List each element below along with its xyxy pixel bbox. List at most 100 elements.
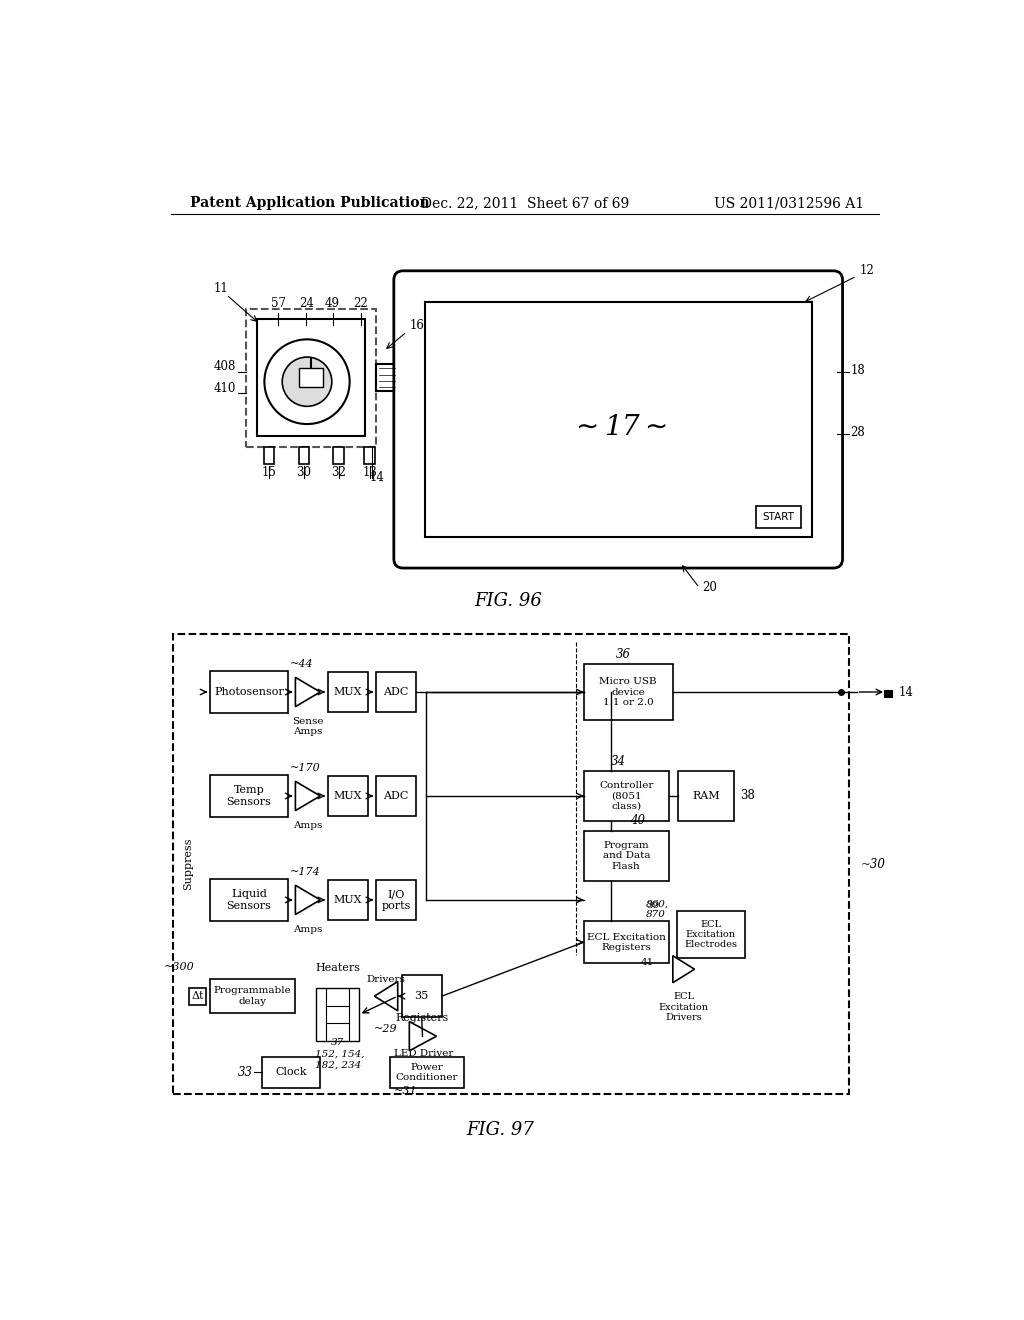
- Text: 152, 154,
182, 234: 152, 154, 182, 234: [314, 1051, 365, 1069]
- Text: 408: 408: [214, 360, 237, 374]
- Bar: [210, 979, 295, 1014]
- Text: 57: 57: [271, 297, 286, 310]
- Text: ~29: ~29: [374, 1024, 397, 1035]
- Bar: [263, 447, 274, 465]
- Text: FIG. 97: FIG. 97: [466, 1121, 534, 1139]
- Text: 24: 24: [299, 297, 313, 310]
- Bar: [299, 447, 309, 465]
- Bar: [376, 776, 417, 816]
- Text: ~44: ~44: [290, 659, 313, 669]
- Text: Dec. 22, 2011  Sheet 67 of 69: Dec. 22, 2011 Sheet 67 of 69: [421, 197, 629, 210]
- Bar: [246, 309, 376, 447]
- Text: Liquid
Sensors: Liquid Sensors: [226, 890, 271, 911]
- Text: US 2011/0312596 A1: US 2011/0312596 A1: [714, 197, 864, 210]
- Polygon shape: [295, 886, 321, 915]
- Text: Amps: Amps: [293, 925, 323, 935]
- Bar: [173, 635, 849, 1094]
- Bar: [328, 672, 369, 711]
- Text: 20: 20: [701, 581, 717, 594]
- Bar: [262, 1057, 321, 1088]
- Circle shape: [283, 358, 332, 407]
- Text: MUX: MUX: [334, 895, 362, 906]
- Bar: [365, 447, 375, 465]
- Bar: [678, 771, 734, 821]
- Text: 12: 12: [859, 264, 874, 277]
- Text: I/O
ports: I/O ports: [382, 890, 411, 911]
- Text: Patent Application Publication: Patent Application Publication: [190, 197, 430, 210]
- Text: 41: 41: [640, 958, 653, 968]
- Text: 37: 37: [331, 1038, 344, 1047]
- Text: 34: 34: [611, 755, 626, 768]
- Bar: [390, 1057, 464, 1088]
- Text: LED Driver: LED Driver: [393, 1049, 453, 1057]
- Text: $\sim$17$\sim$: $\sim$17$\sim$: [569, 413, 667, 441]
- Text: FIG. 96: FIG. 96: [474, 593, 542, 610]
- Polygon shape: [295, 677, 321, 706]
- Text: ADC: ADC: [383, 686, 409, 697]
- Text: ECL Excitation
Registers: ECL Excitation Registers: [587, 932, 666, 952]
- Text: Programmable
delay: Programmable delay: [214, 986, 292, 1006]
- Text: Amps: Amps: [293, 821, 323, 830]
- Text: 30: 30: [296, 466, 311, 479]
- Text: 11: 11: [214, 281, 228, 294]
- Text: ECL
Excitation
Electrodes: ECL Excitation Electrodes: [684, 920, 737, 949]
- Text: ECL
Excitation
Drivers: ECL Excitation Drivers: [658, 993, 709, 1022]
- Bar: [210, 671, 288, 713]
- Text: Δt: Δt: [191, 991, 204, 1001]
- Text: 860,
870: 860, 870: [646, 900, 669, 919]
- Polygon shape: [295, 781, 321, 810]
- Text: Temp
Sensors: Temp Sensors: [226, 785, 271, 807]
- Text: ~174: ~174: [290, 867, 321, 876]
- Text: Heaters: Heaters: [315, 964, 360, 973]
- Text: 32: 32: [332, 466, 346, 479]
- Bar: [299, 368, 323, 388]
- Bar: [425, 302, 812, 537]
- Text: Micro USB
device
1.1 or 2.0: Micro USB device 1.1 or 2.0: [599, 677, 657, 708]
- Text: 36: 36: [616, 648, 631, 661]
- Bar: [210, 775, 288, 817]
- Text: ~170: ~170: [290, 763, 321, 774]
- Circle shape: [264, 339, 349, 424]
- Bar: [328, 776, 369, 816]
- Bar: [376, 672, 417, 711]
- Text: 35: 35: [415, 991, 429, 1001]
- Text: Clock: Clock: [275, 1068, 307, 1077]
- Text: 16: 16: [410, 318, 425, 331]
- Text: 49: 49: [325, 297, 340, 310]
- FancyBboxPatch shape: [394, 271, 843, 568]
- Bar: [257, 319, 366, 437]
- Bar: [401, 975, 442, 1018]
- Bar: [316, 989, 359, 1040]
- Text: 22: 22: [353, 297, 368, 310]
- Bar: [885, 690, 892, 697]
- Text: ~30: ~30: [860, 858, 886, 871]
- Bar: [376, 880, 417, 920]
- Text: ~31: ~31: [394, 1086, 418, 1096]
- Polygon shape: [410, 1022, 436, 1051]
- Text: ~300: ~300: [164, 961, 195, 972]
- Text: 14: 14: [370, 471, 385, 484]
- Text: Drivers: Drivers: [367, 974, 406, 983]
- Bar: [677, 911, 744, 958]
- Bar: [584, 830, 669, 880]
- Bar: [210, 879, 288, 921]
- Text: RAM: RAM: [692, 791, 720, 801]
- Text: ADC: ADC: [383, 791, 409, 801]
- Text: START: START: [762, 512, 795, 523]
- Text: 14: 14: [898, 685, 913, 698]
- Text: 40: 40: [630, 814, 645, 828]
- Polygon shape: [375, 982, 397, 1011]
- Bar: [189, 987, 206, 1005]
- Text: Program
and Data
Flash: Program and Data Flash: [602, 841, 650, 870]
- Text: 28: 28: [850, 426, 865, 440]
- Text: Photosensor: Photosensor: [214, 686, 284, 697]
- Text: 15: 15: [261, 466, 276, 479]
- Text: Sense
Amps: Sense Amps: [292, 717, 324, 737]
- Text: MUX: MUX: [334, 686, 362, 697]
- Polygon shape: [673, 956, 694, 982]
- Text: Controller
(8051
class): Controller (8051 class): [599, 781, 653, 810]
- Text: MUX: MUX: [334, 791, 362, 801]
- Bar: [376, 364, 397, 391]
- Bar: [584, 664, 673, 719]
- Text: Suppress: Suppress: [183, 838, 194, 891]
